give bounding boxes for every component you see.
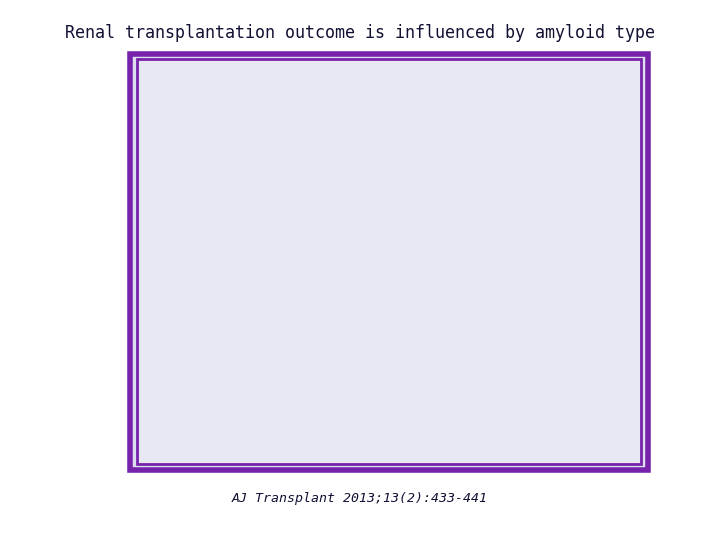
Text: 10.3: 10.3 [410, 157, 444, 171]
Bar [408, 174, 456, 389]
Text: 7.3: 7.3 [536, 219, 562, 233]
Text: 89%: 89% [255, 443, 285, 461]
Text: Renal transplantation outcome is influenced by amyloid type: Renal transplantation outcome is influen… [65, 24, 655, 42]
Text: AJ Transplant 2013;13(2):433-441: AJ Transplant 2013;13(2):433-441 [232, 492, 488, 505]
Text: AL fibrinogen: AL fibrinogen [470, 414, 574, 427]
Text: familial: familial [238, 414, 302, 427]
Text: 5.8: 5.8 [478, 251, 503, 265]
Bar [470, 268, 520, 389]
Text: 13.1: 13.1 [253, 98, 287, 112]
Text: AA: AA [424, 414, 440, 427]
Text: 11%: 11% [467, 456, 497, 474]
Bar [246, 115, 294, 389]
Y-axis label: Median graft survival(y): Median graft survival(y) [191, 132, 205, 333]
